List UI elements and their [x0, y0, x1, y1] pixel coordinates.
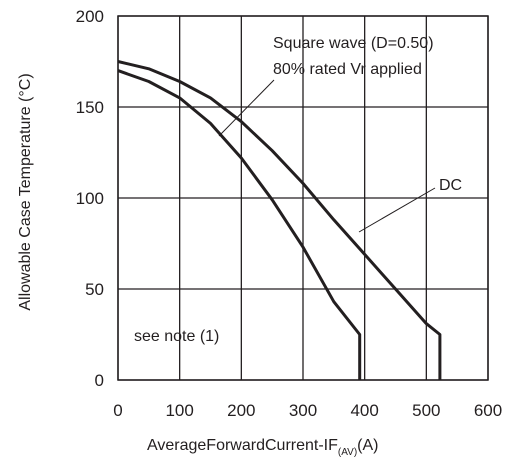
- y-tick-label: 50: [85, 280, 104, 299]
- x-tick-label: 500: [412, 401, 440, 420]
- y-tick-label: 0: [95, 371, 104, 390]
- x-tick-label: 0: [113, 401, 122, 420]
- x-tick-label: 600: [474, 401, 502, 420]
- vr-applied-annotation: 80% rated Vr applied: [273, 61, 422, 78]
- x-tick-label: 400: [350, 401, 378, 420]
- y-axis-label: Allowable Case Temperature (°C): [17, 73, 34, 310]
- y-tick-label: 200: [76, 7, 104, 26]
- x-axis-label-unit: (A): [357, 437, 378, 454]
- dc-annotation: DC: [439, 177, 462, 194]
- x-axis-label-main: AverageForwardCurrent-IF: [147, 437, 338, 454]
- x-tick-label: 300: [289, 401, 317, 420]
- x-axis-label: AverageForwardCurrent-IF(AV)(A): [147, 437, 378, 458]
- x-tick-label: 100: [165, 401, 193, 420]
- square-wave-annotation: Square wave (D=0.50): [273, 35, 434, 52]
- x-axis-label-subscript: (AV): [338, 447, 357, 458]
- y-tick-label: 150: [76, 98, 104, 117]
- note-annotation: see note (1): [134, 328, 219, 345]
- dc-leader: [359, 188, 435, 232]
- y-tick-label: 100: [76, 189, 104, 208]
- x-tick-label: 200: [227, 401, 255, 420]
